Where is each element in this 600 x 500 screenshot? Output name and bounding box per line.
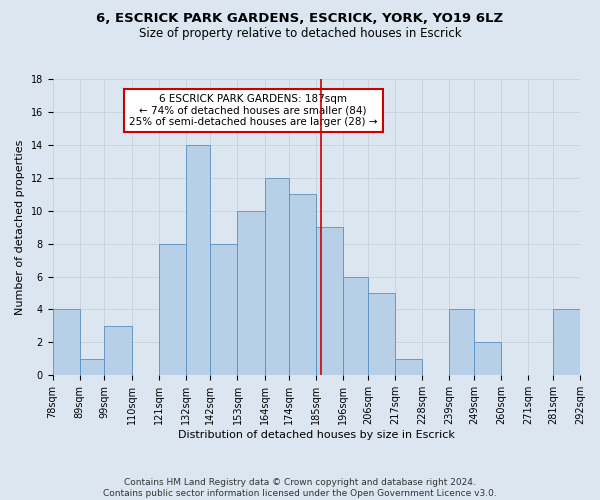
- Bar: [343, 276, 368, 376]
- Bar: [265, 178, 289, 376]
- Bar: [553, 310, 580, 376]
- Text: Size of property relative to detached houses in Escrick: Size of property relative to detached ho…: [139, 28, 461, 40]
- Bar: [158, 244, 186, 376]
- Bar: [289, 194, 316, 376]
- Bar: [368, 293, 395, 376]
- Bar: [316, 227, 343, 376]
- Y-axis label: Number of detached properties: Number of detached properties: [15, 140, 25, 315]
- Bar: [211, 244, 238, 376]
- Text: 6, ESCRICK PARK GARDENS, ESCRICK, YORK, YO19 6LZ: 6, ESCRICK PARK GARDENS, ESCRICK, YORK, …: [97, 12, 503, 26]
- Text: Contains HM Land Registry data © Crown copyright and database right 2024.
Contai: Contains HM Land Registry data © Crown c…: [103, 478, 497, 498]
- Bar: [449, 310, 474, 376]
- Bar: [474, 342, 501, 376]
- Bar: [238, 210, 265, 376]
- Bar: [80, 359, 104, 376]
- Bar: [186, 145, 211, 376]
- Bar: [104, 326, 131, 376]
- Bar: [395, 359, 422, 376]
- X-axis label: Distribution of detached houses by size in Escrick: Distribution of detached houses by size …: [178, 430, 455, 440]
- Text: 6 ESCRICK PARK GARDENS: 187sqm
← 74% of detached houses are smaller (84)
25% of : 6 ESCRICK PARK GARDENS: 187sqm ← 74% of …: [129, 94, 377, 127]
- Bar: [53, 310, 80, 376]
